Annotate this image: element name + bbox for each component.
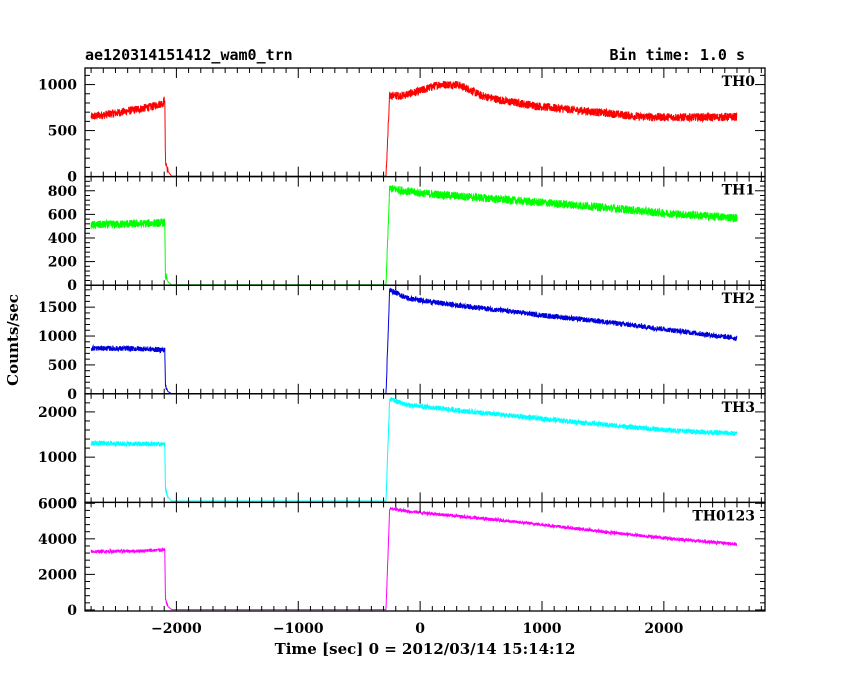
series-line-th3: [90, 396, 738, 502]
y-tick-label: 0: [67, 387, 77, 403]
panel-label-th2: TH2: [722, 291, 755, 307]
y-tick-label: 1000: [38, 329, 77, 345]
series-line-th0: [90, 80, 738, 177]
y-tick-label: 0: [67, 603, 77, 619]
series-line-th2: [90, 287, 738, 394]
bin-time-label: Bin time: 1.0 s: [610, 46, 745, 64]
y-tick-label: 2000: [38, 567, 77, 583]
panel-label-th0123: TH0123: [692, 508, 755, 524]
x-tick-label: 1000: [523, 621, 562, 637]
panel-frame-th3: [84, 393, 766, 504]
x-axis-label: Time [sec] 0 = 2012/03/14 15:14:12: [275, 640, 576, 658]
y-tick-label: 0: [67, 278, 77, 294]
y-tick-label: 500: [48, 124, 77, 140]
panels-group: TH0 0 500 1000 TH1 0 200 400 600 800 TH2 0 500 1000 15…: [38, 67, 766, 637]
y-tick-label: 1000: [38, 78, 77, 94]
y-tick-label: 4000: [38, 532, 77, 548]
panel-label-th1: TH1: [722, 183, 755, 199]
chart-title: ae120314151412_wam0_trn: [85, 46, 293, 64]
x-tick-label: −2000: [151, 621, 202, 637]
y-tick-label: 0: [67, 170, 77, 186]
y-tick-label: 400: [48, 231, 77, 247]
y-tick-label: 0: [67, 495, 77, 511]
y-tick-label: 600: [48, 207, 77, 223]
y-tick-label: 1500: [38, 300, 77, 316]
panel-label-th3: TH3: [722, 400, 755, 416]
x-tick-label: 2000: [644, 621, 683, 637]
series-line-th1: [90, 184, 738, 286]
panel-frame-th0123: [84, 501, 766, 612]
x-tick-label: 0: [415, 621, 425, 637]
y-tick-label: 800: [48, 184, 77, 200]
y-tick-label: 2000: [38, 405, 77, 421]
y-tick-label: 500: [48, 358, 77, 374]
panel-label-th0: TH0: [722, 74, 756, 90]
y-tick-label: 200: [48, 255, 77, 271]
y-tick-label: 1000: [38, 450, 77, 466]
panel-frame-th0: [84, 67, 766, 178]
y-axis-label: Counts/sec: [4, 294, 22, 386]
series-line-th0123: [90, 506, 738, 611]
x-tick-label: −1000: [273, 621, 324, 637]
y-tick-label: 6000: [38, 496, 77, 512]
